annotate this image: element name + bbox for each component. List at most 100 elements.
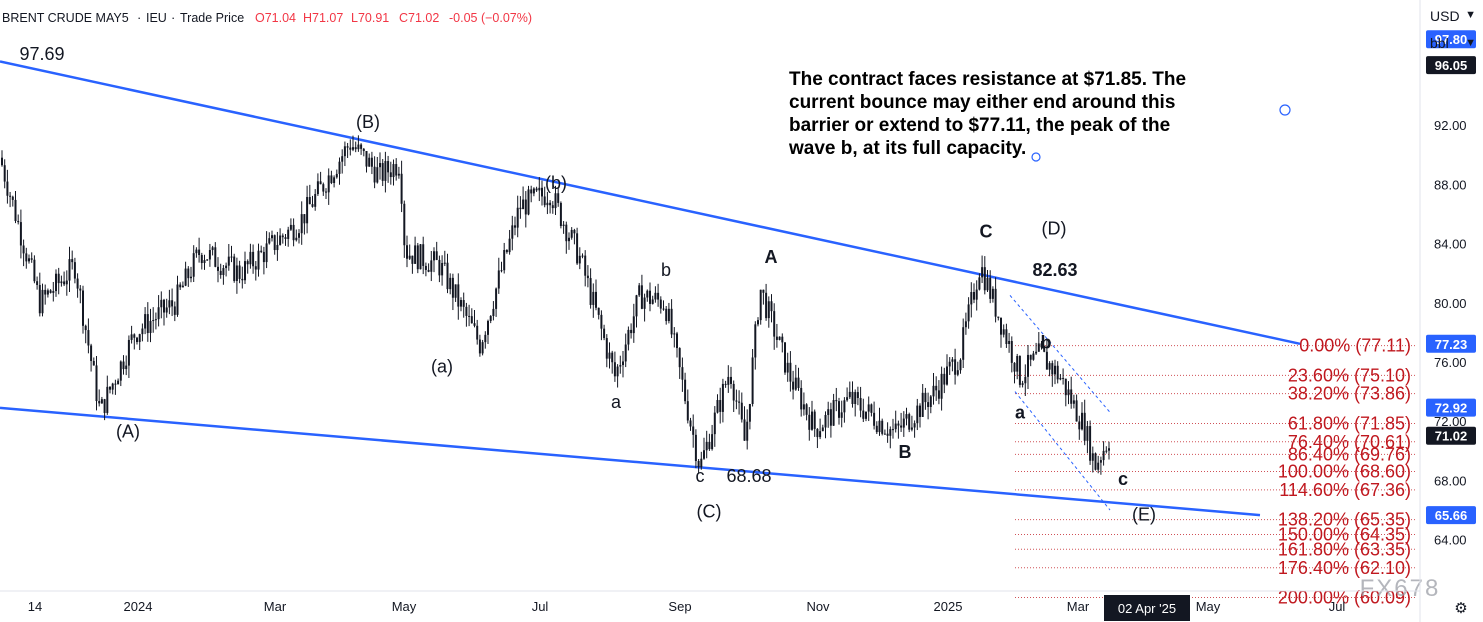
candle-body [956, 370, 959, 375]
candle-body [781, 336, 784, 343]
candle-body [962, 327, 965, 360]
candle-body [657, 292, 660, 300]
candle-body [581, 255, 584, 257]
candle-body [492, 308, 495, 317]
candle-body [1016, 356, 1019, 372]
wave-label: (A) [116, 422, 140, 442]
channel-line [1014, 391, 1111, 511]
x-tick-label: 14 [28, 599, 42, 614]
candle-body [357, 144, 360, 150]
candle-body [570, 229, 573, 238]
candle-body [281, 235, 284, 238]
candle-body [676, 333, 678, 349]
candle-body [319, 181, 322, 185]
candle-body [748, 403, 751, 422]
candle-body [805, 404, 808, 415]
candle-body [276, 244, 279, 251]
candle-body [343, 146, 346, 157]
candle-body [792, 381, 795, 390]
candle-body [705, 441, 708, 451]
candle-body [978, 277, 981, 290]
candle-body [635, 295, 638, 317]
candle-body [254, 266, 257, 270]
candle-body [384, 161, 387, 181]
candle-body [244, 261, 246, 281]
candle-body [711, 434, 714, 450]
gear-icon[interactable]: ⚙ [1454, 600, 1468, 617]
candle-body [57, 273, 60, 284]
candle-body [154, 319, 157, 321]
candle-body [106, 386, 109, 413]
candle-body [179, 284, 182, 288]
candle-body [92, 360, 95, 366]
channel-line [1009, 295, 1111, 413]
header-field: BRENT CRUDE MAY5 [2, 11, 129, 25]
candle-body [794, 377, 797, 390]
anchor-point-icon[interactable] [1031, 152, 1041, 162]
unit-selector[interactable]: bbl ▼ [1422, 31, 1480, 55]
candle-body [530, 189, 533, 194]
wave-label: C [980, 222, 993, 242]
candle-body [90, 345, 93, 361]
candle-body [71, 259, 74, 263]
fib-level-label: 76.40% (70.61) [1288, 432, 1411, 452]
candle-body [1083, 412, 1086, 441]
candle-body [549, 202, 552, 206]
fib-level-label: 150.00% (64.35) [1278, 524, 1411, 544]
candle-body [735, 400, 738, 402]
candle-body [454, 284, 457, 298]
candle-body [662, 308, 665, 310]
candle-body [689, 420, 692, 427]
candle-body [608, 352, 611, 359]
candle-body [981, 267, 984, 278]
y-tick-label: 68.00 [1434, 473, 1467, 488]
candle-body [335, 173, 338, 178]
candle-body [49, 290, 52, 293]
plot-area[interactable] [0, 0, 1420, 590]
candle-body [875, 425, 878, 433]
fib-retracement: 0.00% (77.11) 23.60% (75.10)38.20% (73.86… [1015, 336, 1415, 608]
candle-body [573, 229, 576, 234]
candle-body [476, 325, 479, 340]
candle-body [727, 376, 730, 385]
candle-body [1032, 353, 1035, 360]
candle-body [457, 284, 460, 307]
candle-body [365, 151, 368, 167]
candle-body [721, 383, 724, 412]
candle-body [122, 361, 125, 370]
chevron-down-icon: ▼ [1465, 37, 1476, 49]
candle-body [568, 237, 570, 242]
candle-body [611, 352, 614, 363]
candle-body [1059, 377, 1062, 380]
candle-body [541, 187, 543, 197]
candle-body [495, 288, 498, 309]
candle-body [751, 357, 754, 404]
annotation-note: The contract faces resistance at $71.85.… [788, 69, 1441, 602]
candle-body [376, 167, 379, 183]
candle-body [719, 400, 722, 412]
candle-body [524, 199, 527, 215]
candle-body [622, 361, 624, 366]
candle-body [703, 450, 705, 459]
price-badge-label: 96.05 [1435, 58, 1468, 73]
candle-body [937, 390, 940, 399]
candle-body [195, 249, 198, 254]
header-separator: · [137, 10, 141, 25]
candle-body [535, 188, 538, 191]
candle-body [859, 397, 862, 411]
candle-body [211, 247, 214, 251]
candle-body [25, 253, 28, 262]
watermark: FX678 [1360, 575, 1441, 602]
price-badge-label: 65.66 [1435, 508, 1468, 523]
candle-body [136, 337, 138, 343]
candle-body [316, 181, 319, 195]
candle-body [500, 270, 503, 272]
candle-body [478, 339, 481, 354]
anchor-point-icon[interactable] [1279, 104, 1291, 116]
currency-selector[interactable]: USD ▼ [1422, 3, 1480, 29]
candle-body [206, 259, 209, 261]
candle-body [1051, 363, 1054, 375]
candle-body [430, 260, 433, 272]
currency-label: USD [1430, 8, 1460, 24]
